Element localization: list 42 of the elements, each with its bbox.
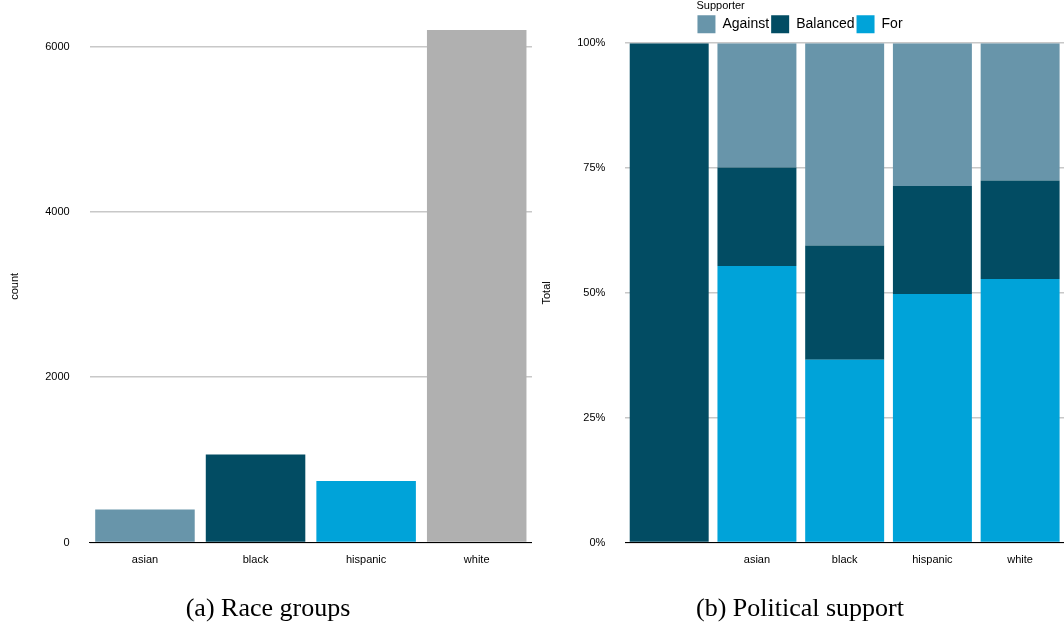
bar <box>316 481 416 542</box>
bar <box>95 509 195 542</box>
text: (b) Political support <box>696 593 905 623</box>
x-tick-label: white <box>1006 553 1033 566</box>
x-tick-label: hispanic <box>912 553 954 566</box>
y-tick-label: 100% <box>577 36 606 49</box>
y-tick-label: 25% <box>583 410 606 423</box>
bar <box>980 278 1060 542</box>
y-tick-label: 50% <box>583 285 606 298</box>
y-axis-title: Total <box>539 281 552 305</box>
bar <box>805 245 885 360</box>
bar <box>980 43 1060 181</box>
y-tick-label: 0% <box>589 535 606 548</box>
x-tick-label: black <box>242 553 269 566</box>
legend-label: Balanced <box>796 15 855 32</box>
x-tick-label: black <box>831 553 858 566</box>
bar <box>629 43 709 542</box>
y-tick-label: 6000 <box>45 39 70 52</box>
legend-title: Supporter <box>696 0 746 11</box>
bar <box>980 180 1060 279</box>
y-tick-label: 0 <box>63 535 70 548</box>
bar <box>717 265 797 542</box>
bar <box>892 43 972 187</box>
x-tick-label: asian <box>131 553 159 566</box>
x-tick-label: white <box>462 553 490 566</box>
bar <box>717 43 797 168</box>
text: (a) Race groups <box>185 593 351 623</box>
x-tick-label: asian <box>743 553 771 566</box>
bar <box>892 186 972 294</box>
bar <box>205 454 306 542</box>
y-axis-title: count <box>7 272 20 300</box>
legend-label: For <box>881 15 903 32</box>
legend-label: Against <box>722 15 770 32</box>
y-tick-label: 75% <box>583 161 606 174</box>
bar <box>805 359 885 542</box>
bar <box>717 167 797 266</box>
bar <box>805 43 885 246</box>
bar <box>892 293 972 542</box>
x-tick-label: hispanic <box>345 553 387 566</box>
bar <box>426 30 527 542</box>
y-tick-label: 2000 <box>45 370 70 383</box>
y-tick-label: 4000 <box>45 204 70 217</box>
